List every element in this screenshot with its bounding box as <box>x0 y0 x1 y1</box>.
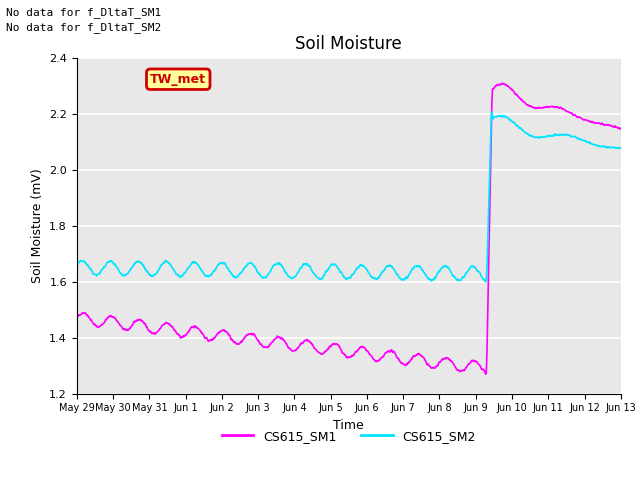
Title: Soil Moisture: Soil Moisture <box>296 35 402 53</box>
CS615_SM2 <box>602 144 609 150</box>
Text: TW_met: TW_met <box>150 73 206 86</box>
CS615_SM1 <box>499 81 506 86</box>
CS615_SM1 <box>617 126 625 132</box>
CS615_SM1 <box>482 372 490 377</box>
CS615_SM2 <box>337 269 345 275</box>
CS615_SM1 <box>323 348 331 353</box>
Line: CS615_SM2: CS615_SM2 <box>77 112 621 282</box>
CS615_SM2 <box>323 268 331 274</box>
CS615_SM2 <box>602 144 609 150</box>
CS615_SM2 <box>488 109 495 115</box>
CS615_SM1 <box>100 320 108 325</box>
CS615_SM1 <box>337 347 345 353</box>
CS615_SM1 <box>73 314 81 320</box>
CS615_SM2 <box>73 264 81 269</box>
Text: No data for f_DltaT_SM2: No data for f_DltaT_SM2 <box>6 22 162 33</box>
CS615_SM1 <box>502 82 509 87</box>
Y-axis label: Soil Moisture (mV): Soil Moisture (mV) <box>31 168 44 283</box>
CS615_SM2 <box>482 279 490 285</box>
X-axis label: Time: Time <box>333 419 364 432</box>
Text: No data for f_DltaT_SM1: No data for f_DltaT_SM1 <box>6 7 162 18</box>
CS615_SM1 <box>602 122 609 128</box>
CS615_SM1 <box>602 121 609 127</box>
Line: CS615_SM1: CS615_SM1 <box>77 84 621 374</box>
CS615_SM2 <box>502 114 509 120</box>
CS615_SM2 <box>100 264 108 270</box>
Legend: CS615_SM1, CS615_SM2: CS615_SM1, CS615_SM2 <box>217 425 481 448</box>
CS615_SM2 <box>617 145 625 151</box>
